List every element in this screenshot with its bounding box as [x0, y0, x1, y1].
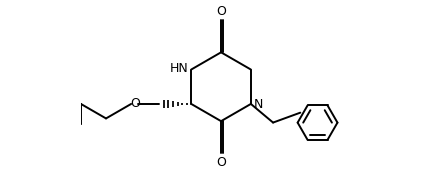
Text: O: O — [216, 156, 226, 169]
Text: HN: HN — [170, 62, 189, 75]
Text: O: O — [130, 97, 139, 110]
Text: N: N — [254, 98, 263, 111]
Text: O: O — [216, 5, 226, 18]
